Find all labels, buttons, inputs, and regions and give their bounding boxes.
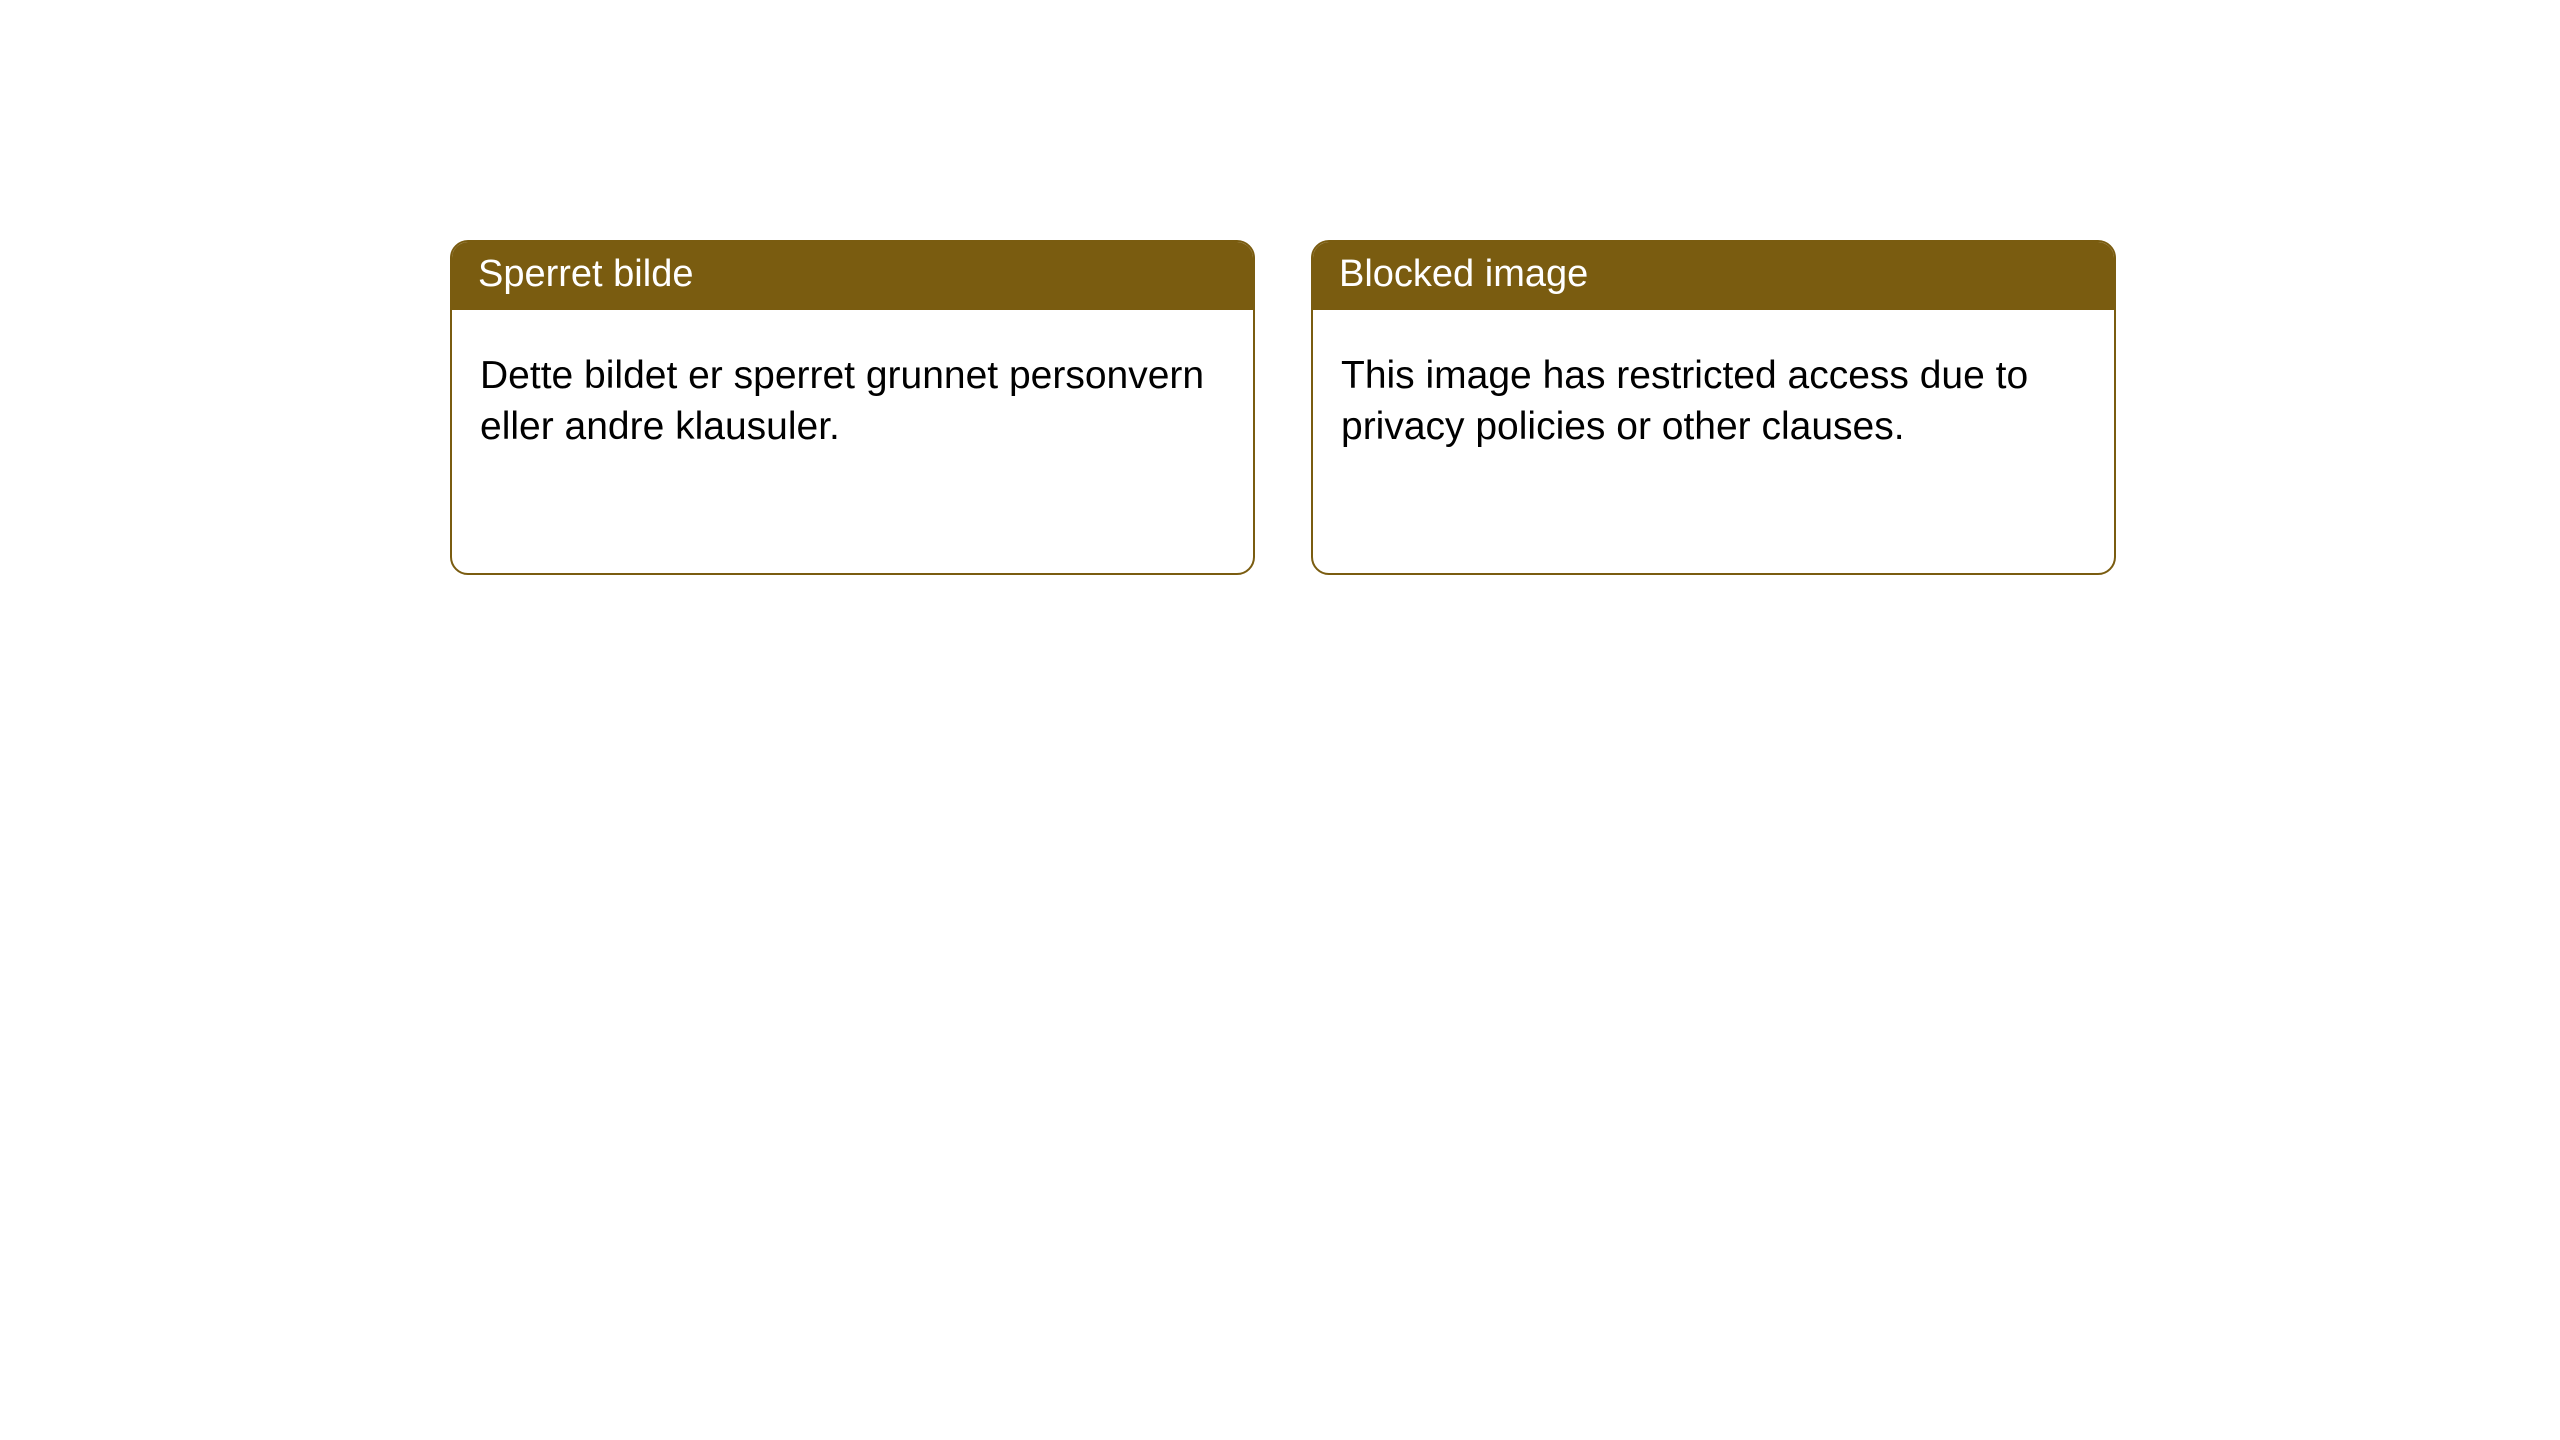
notice-body: Dette bildet er sperret grunnet personve… (452, 310, 1253, 482)
notice-text: This image has restricted access due to … (1341, 354, 2028, 449)
notice-header: Blocked image (1313, 242, 2114, 310)
notice-title: Sperret bilde (478, 253, 693, 295)
notice-text: Dette bildet er sperret grunnet personve… (480, 354, 1204, 449)
notice-title: Blocked image (1339, 253, 1588, 295)
notice-body: This image has restricted access due to … (1313, 310, 2114, 482)
notice-card-norwegian: Sperret bilde Dette bildet er sperret gr… (450, 240, 1255, 575)
notice-header: Sperret bilde (452, 242, 1253, 310)
notice-card-english: Blocked image This image has restricted … (1311, 240, 2116, 575)
notice-container: Sperret bilde Dette bildet er sperret gr… (0, 0, 2560, 575)
